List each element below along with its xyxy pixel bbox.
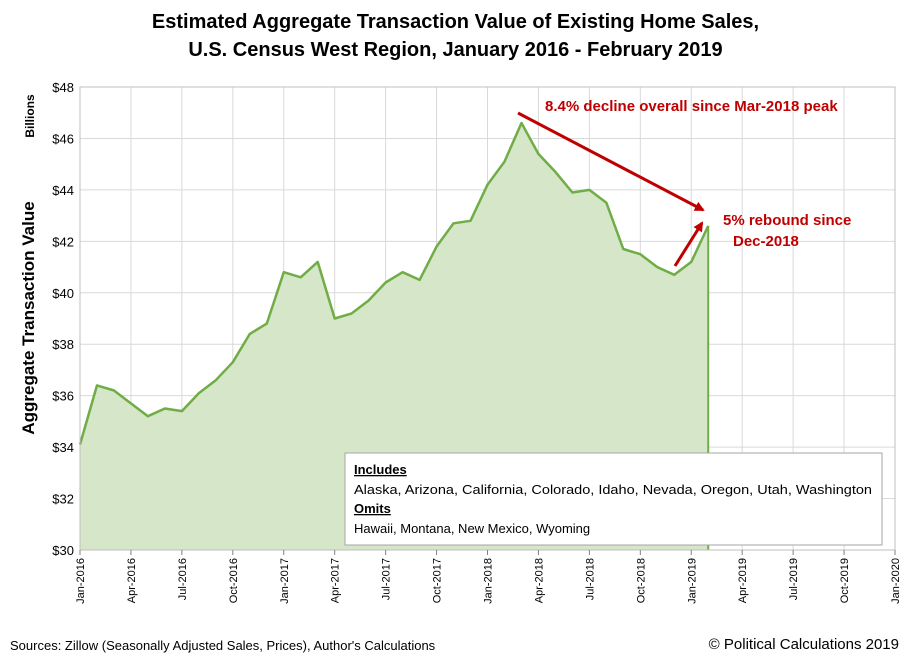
x-tick-label: Jan-2016: [75, 558, 87, 604]
data-point: [622, 248, 625, 251]
y-tick-label: $34: [52, 440, 74, 455]
data-point: [146, 415, 149, 418]
x-tick-label: Apr-2019: [737, 558, 749, 603]
data-point: [112, 389, 115, 392]
data-point: [707, 224, 710, 227]
data-point: [571, 191, 574, 194]
data-point: [265, 322, 268, 325]
rebound-annotation-line2: Dec-2018: [733, 233, 799, 250]
data-point: [588, 188, 591, 191]
y-axis-label: Aggregate Transaction Value: [19, 201, 38, 434]
x-tick-label: Jul-2017: [381, 558, 393, 600]
data-point: [282, 271, 285, 274]
y-tick-label: $48: [52, 80, 74, 95]
data-point: [639, 253, 642, 256]
decline-arrow: [517, 111, 705, 212]
series-area: [80, 123, 709, 550]
copyright-note: © Political Calculations 2019: [708, 636, 899, 653]
chart-subtitle: U.S. Census West Region, January 2016 - …: [188, 39, 723, 61]
data-point: [367, 299, 370, 302]
x-tick-label: Jul-2018: [584, 558, 596, 600]
data-point: [435, 245, 438, 248]
x-tick-label: Oct-2019: [839, 558, 851, 603]
y-tick-label: $42: [52, 234, 74, 249]
data-point: [690, 260, 693, 263]
data-point: [163, 407, 166, 410]
y-axis-ticks: $30 $32 $34 $36 $38 $40 $42 $44 $46 $48: [52, 80, 74, 558]
chart-title-block: Estimated Aggregate Transaction Value of…: [0, 8, 911, 64]
data-point: [673, 273, 676, 276]
y-tick-label: $44: [52, 183, 74, 198]
x-tick-label: Oct-2017: [432, 558, 444, 603]
y-tick-label: $46: [52, 131, 74, 146]
decline-annotation: 8.4% decline overall since Mar-2018 peak: [545, 98, 838, 115]
y-tick-label: $32: [52, 492, 74, 507]
x-tick-label: Oct-2016: [228, 558, 240, 603]
data-point: [605, 201, 608, 204]
data-point: [469, 219, 472, 222]
x-tick-label: Jan-2019: [686, 558, 698, 604]
y-tick-label: $38: [52, 337, 74, 352]
series-line: [78, 121, 710, 445]
data-point: [231, 361, 234, 364]
y-tick-label: $30: [52, 543, 74, 558]
data-point: [180, 410, 183, 413]
x-tick-label: Jan-2017: [279, 558, 291, 604]
chart-title: Estimated Aggregate Transaction Value of…: [151, 11, 760, 33]
x-tick-label: Jan-2018: [483, 558, 495, 604]
data-point: [537, 152, 540, 155]
data-point: [384, 281, 387, 284]
data-point: [197, 392, 200, 395]
data-point: [95, 384, 98, 387]
data-point: [333, 317, 336, 320]
data-point: [129, 402, 132, 405]
x-tick-label: Apr-2016: [126, 558, 138, 603]
data-point: [79, 443, 82, 446]
data-point: [299, 276, 302, 279]
legend-omits-heading: Omits: [354, 501, 391, 516]
x-tick-label: Jan-2020: [890, 558, 902, 604]
data-point: [350, 312, 353, 315]
data-point: [452, 222, 455, 225]
x-axis-ticks: Jan-2016 Apr-2016 Jul-2016 Oct-2016 Jan-2017…: [75, 550, 902, 604]
x-tick-label: Oct-2018: [635, 558, 647, 603]
x-tick-label: Apr-2018: [533, 558, 545, 603]
rebound-arrow: [673, 221, 704, 267]
legend-box: Includes Alaska, Arizona, California, Co…: [344, 452, 883, 546]
x-tick-label: Jul-2019: [788, 558, 800, 600]
data-point: [520, 122, 523, 125]
data-point: [656, 266, 659, 269]
data-point: [486, 183, 489, 186]
data-point: [248, 332, 251, 335]
data-point: [554, 170, 557, 173]
data-point: [316, 260, 319, 263]
data-point: [503, 160, 506, 163]
legend-omits-text: Hawaii, Montana, New Mexico, Wyoming: [354, 521, 590, 536]
y-tick-label: $36: [52, 389, 74, 404]
data-point: [418, 278, 421, 281]
legend-includes-heading: Includes: [354, 462, 407, 477]
sources-note: Sources: Zillow (Seasonally Adjusted Sal…: [10, 638, 436, 653]
y-axis-unit: Billions: [23, 94, 37, 138]
y-tick-label: $40: [52, 286, 74, 301]
x-tick-label: Jul-2016: [177, 558, 189, 600]
data-point: [214, 379, 217, 382]
data-point: [401, 271, 404, 274]
legend-includes-text: Alaska, Arizona, California, Colorado, I…: [354, 482, 872, 497]
x-tick-label: Apr-2017: [330, 558, 342, 603]
rebound-annotation-line1: 5% rebound since: [723, 212, 851, 229]
